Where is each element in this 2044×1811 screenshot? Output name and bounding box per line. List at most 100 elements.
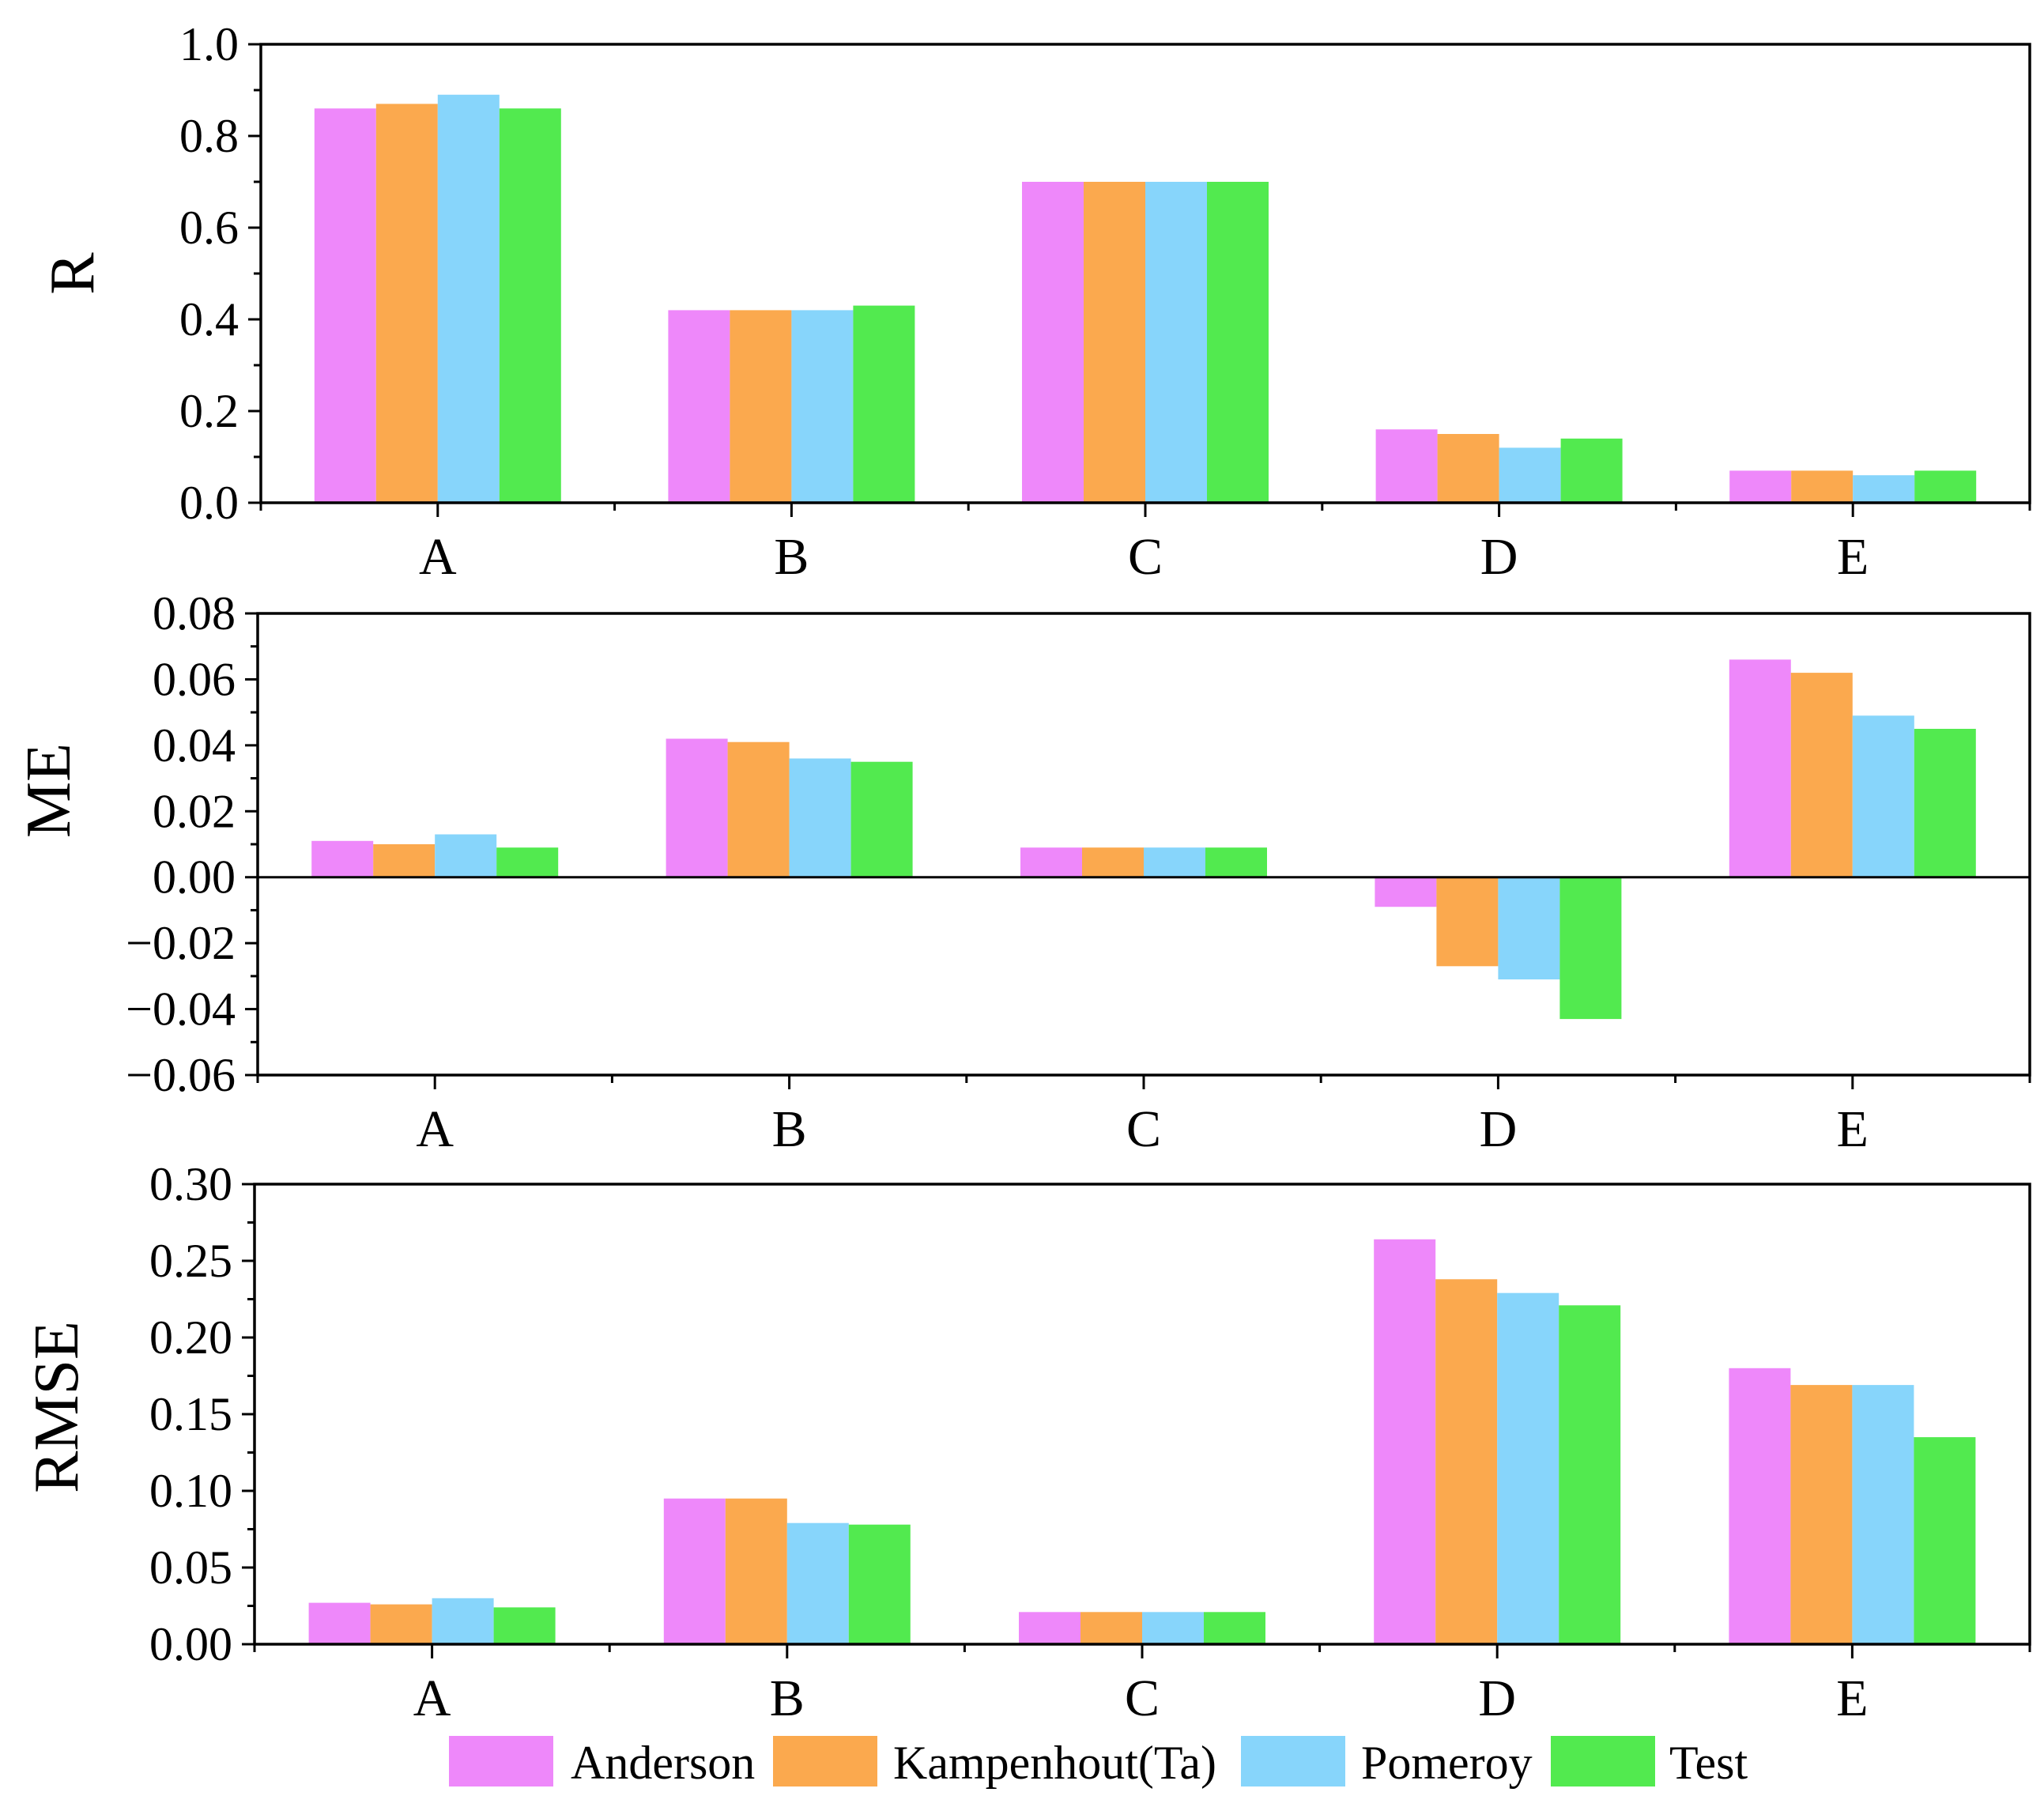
x-tick-label-d: D: [1478, 1670, 1516, 1727]
bar-me-test-c: [1205, 847, 1267, 877]
bar-rmse-anderson-b: [663, 1498, 726, 1644]
y-tick-label: 0.08: [153, 587, 236, 640]
y-axis-title-rmse: RMSE: [22, 1321, 92, 1493]
y-tick-label: 0.4: [179, 293, 239, 345]
bar-me-kampenhoutta-e: [1790, 673, 1853, 877]
legend-swatch-test: [1551, 1736, 1655, 1786]
y-tick-label: 1.0: [179, 18, 239, 70]
bar-me-pomeroy-a: [435, 834, 497, 877]
bar-r-pomeroy-c: [1145, 182, 1207, 503]
bar-me-anderson-d: [1375, 877, 1437, 907]
bar-r-kampenhoutta-c: [1084, 182, 1145, 503]
bar-r-kampenhoutta-a: [375, 104, 438, 503]
bar-r-pomeroy-e: [1853, 475, 1915, 503]
x-tick-label-d: D: [1480, 1100, 1518, 1158]
bar-me-anderson-b: [666, 738, 728, 877]
bar-r-test-e: [1914, 470, 1977, 503]
y-tick-label: 0.15: [149, 1388, 232, 1440]
bar-r-anderson-c: [1022, 182, 1084, 503]
chart-panel-rmse: 0.00 0.05 0.10 0.15 0.20 0.25 0.30 A B C D E RMSE: [22, 1158, 2031, 1727]
bar-rmse-anderson-c: [1019, 1612, 1080, 1644]
y-tick-label: −0.06: [126, 1049, 236, 1101]
bar-rmse-pomeroy-b: [786, 1522, 849, 1644]
y-tick-label: 0.05: [149, 1541, 232, 1594]
bar-me-pomeroy-d: [1498, 877, 1560, 979]
bar-r-anderson-b: [668, 310, 730, 503]
legend-label-kampenhout: Kampenhout(Ta): [893, 1737, 1216, 1789]
panels: 0.0 0.2 0.4 0.6 0.8 1.0 A B C D E R −0.06 −0.04 −0.02 0…: [14, 18, 2031, 1727]
x-tick-label-c: C: [1125, 1670, 1160, 1727]
bar-rmse-anderson-d: [1374, 1239, 1436, 1644]
bar-r-pomeroy-b: [791, 310, 854, 503]
x-tick-label-e: E: [1837, 1100, 1869, 1158]
bar-rmse-test-c: [1204, 1612, 1265, 1644]
bar-r-anderson-d: [1375, 429, 1438, 503]
x-tick-label-e: E: [1837, 528, 1869, 586]
bar-me-test-d: [1559, 877, 1622, 1020]
x-tick-label-a: A: [416, 1100, 454, 1158]
bar-me-test-b: [850, 761, 913, 877]
y-tick-label: −0.04: [126, 983, 236, 1036]
y-tick-label: 0.02: [153, 785, 236, 837]
legend: Anderson Kampenhout(Ta) Pomeroy Test: [449, 1736, 1748, 1789]
bar-me-anderson-c: [1020, 847, 1082, 877]
x-tick-label-a: A: [419, 528, 457, 586]
y-tick-label: 0.6: [179, 202, 239, 254]
x-tick-label-b: B: [774, 528, 809, 586]
legend-label-test: Test: [1669, 1737, 1748, 1789]
bar-me-anderson-e: [1729, 659, 1791, 877]
y-tick-label: 0.10: [149, 1465, 232, 1517]
x-tick-label-c: C: [1126, 1100, 1161, 1158]
y-axis-title-r: R: [38, 252, 107, 295]
bar-rmse-pomeroy-d: [1497, 1292, 1559, 1644]
x-tick-label-a: A: [413, 1670, 451, 1727]
y-tick-label: 0.8: [179, 110, 239, 162]
bar-r-test-d: [1560, 438, 1623, 503]
y-tick-label: 0.04: [153, 719, 236, 772]
bar-me-pomeroy-e: [1852, 715, 1914, 877]
y-tick-label: 0.25: [149, 1235, 232, 1287]
legend-swatch-kampenhout: [773, 1736, 877, 1786]
bar-r-test-c: [1207, 182, 1269, 503]
x-tick-label-e: E: [1836, 1670, 1868, 1727]
bar-me-kampenhoutta-b: [727, 741, 790, 877]
legend-label-anderson: Anderson: [571, 1737, 755, 1789]
legend-swatch-anderson: [449, 1736, 553, 1786]
y-tick-label: 0.30: [149, 1158, 232, 1210]
bar-rmse-test-a: [493, 1607, 556, 1644]
bar-rmse-pomeroy-e: [1852, 1385, 1914, 1644]
bar-me-test-a: [496, 847, 559, 877]
bar-me-kampenhoutta-d: [1436, 877, 1499, 967]
bar-rmse-anderson-e: [1729, 1368, 1791, 1644]
bar-rmse-kampenhoutta-e: [1790, 1385, 1853, 1644]
bar-me-kampenhoutta-c: [1082, 847, 1144, 877]
bar-rmse-kampenhoutta-d: [1435, 1279, 1498, 1644]
bar-r-kampenhoutta-e: [1791, 470, 1854, 503]
bar-me-test-e: [1914, 729, 1976, 877]
bar-me-pomeroy-b: [789, 758, 851, 877]
legend-label-pomeroy: Pomeroy: [1361, 1737, 1533, 1789]
y-tick-label: 0.20: [149, 1311, 232, 1364]
y-tick-label: 0.06: [153, 653, 236, 705]
bar-rmse-kampenhoutta-c: [1080, 1612, 1142, 1644]
bar-r-pomeroy-d: [1499, 447, 1561, 503]
bar-r-test-a: [499, 108, 561, 503]
bar-r-kampenhoutta-d: [1437, 434, 1499, 503]
y-tick-label: 0.0: [179, 477, 239, 529]
bar-me-pomeroy-c: [1144, 847, 1205, 877]
bar-r-pomeroy-a: [437, 94, 500, 504]
bar-rmse-kampenhoutta-b: [725, 1498, 787, 1644]
bar-rmse-pomeroy-c: [1142, 1612, 1204, 1644]
bar-me-kampenhoutta-a: [373, 844, 436, 877]
x-tick-label-b: B: [770, 1670, 805, 1727]
legend-swatch-pomeroy: [1241, 1736, 1345, 1786]
bar-rmse-test-e: [1914, 1437, 1976, 1644]
bar-r-anderson-a: [314, 108, 376, 503]
y-tick-label: 0.00: [149, 1618, 232, 1670]
bar-rmse-pomeroy-a: [432, 1598, 494, 1644]
bar-r-anderson-e: [1729, 470, 1792, 503]
chart-panel-me: −0.06 −0.04 −0.02 0.00 0.02 0.04 0.06 0.08 A B C D E…: [14, 587, 2031, 1158]
bar-rmse-kampenhoutta-a: [370, 1604, 432, 1644]
y-axis-title-me: ME: [14, 743, 84, 838]
bar-r-test-b: [853, 305, 915, 503]
